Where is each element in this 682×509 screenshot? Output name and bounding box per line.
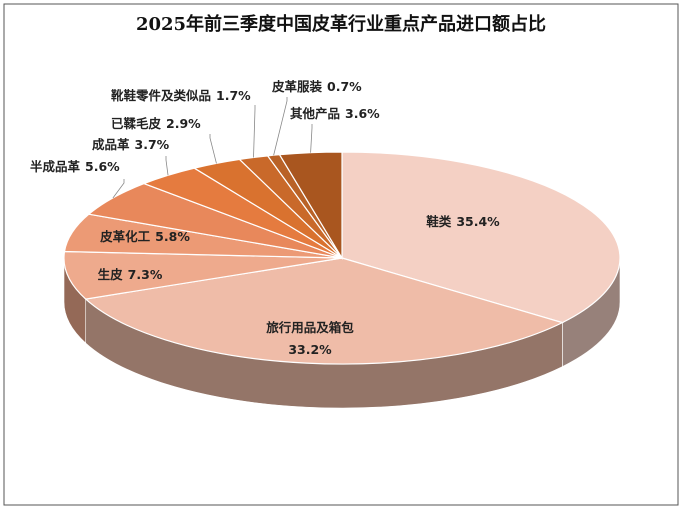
data-label-value: 3.6%: [345, 106, 380, 121]
pie-slice: [278, 151, 343, 261]
leader-line: [165, 156, 169, 176]
data-label-name: 成品革: [92, 137, 130, 152]
data-label-value: 3.7%: [135, 137, 170, 152]
pie-tops: [63, 151, 621, 365]
leader-line: [253, 105, 256, 158]
data-label-value: 5.6%: [85, 159, 120, 174]
data-label-name: 皮革服装: [271, 79, 323, 94]
labels: 鞋类 35.4% 旅行用品及箱包 33.2% 生皮 7.3% 皮革化工 5.8% 半成品革 5.6…: [30, 79, 500, 357]
data-label-name: 靴鞋零件及类似品: [111, 88, 211, 103]
data-label: 生皮 7.3%: [98, 267, 163, 282]
data-label: 皮革服装 0.7%: [271, 79, 362, 94]
data-label: 鞋类 35.4%: [426, 214, 500, 229]
data-label: 靴鞋零件及类似品 1.7%: [111, 88, 251, 103]
data-label: 皮革化工 5.8%: [99, 229, 190, 244]
data-label-name: 生皮: [98, 267, 124, 282]
data-label-value: 7.3%: [128, 267, 163, 282]
chart-title: 2025年前三季度中国皮革行业重点产品进口额占比: [136, 13, 546, 35]
data-label: 其他产品 3.6%: [290, 106, 380, 121]
data-label-value: 2.9%: [166, 116, 201, 131]
data-label-name: 鞋类: [426, 214, 452, 229]
data-label-value: 0.7%: [327, 79, 362, 94]
data-label-value: 33.2%: [288, 342, 332, 357]
pie-slice: [84, 257, 564, 365]
data-label: 半成品革 5.6%: [30, 159, 120, 174]
data-label-name: 其他产品: [290, 106, 340, 121]
data-label-value: 5.8%: [155, 229, 190, 244]
pie-slice: [63, 250, 343, 300]
data-label-value: 35.4%: [456, 214, 500, 229]
data-label-name: 旅行用品及箱包: [265, 320, 354, 335]
data-label-name: 皮革化工: [99, 229, 151, 244]
leader-line: [112, 179, 125, 199]
leader-line: [310, 124, 313, 153]
data-label: 已鞣毛皮 2.9%: [111, 116, 201, 131]
data-label: 成品革 3.7%: [92, 137, 170, 152]
data-label-value: 1.7%: [216, 88, 251, 103]
data-label-name: 半成品革: [30, 159, 81, 174]
data-label-name: 已鞣毛皮: [111, 116, 162, 131]
leader-line: [209, 134, 217, 164]
leader-line: [273, 97, 288, 156]
pie-slice: [341, 151, 621, 324]
